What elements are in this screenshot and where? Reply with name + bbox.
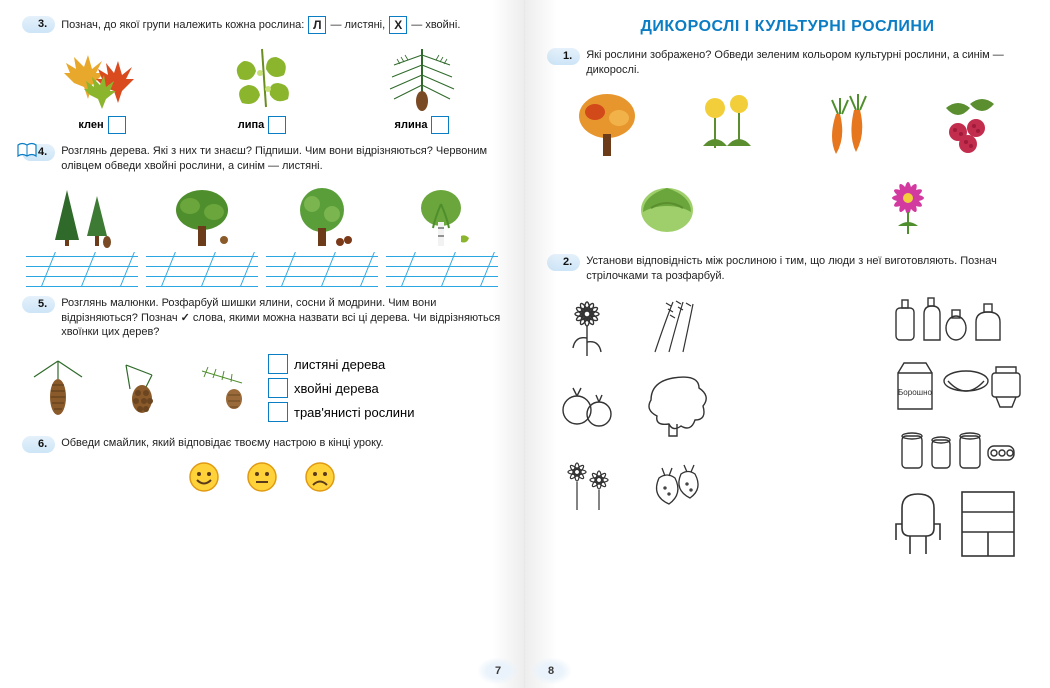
svg-text:Борошно: Борошно — [898, 388, 932, 397]
tree-birch-icon — [385, 182, 499, 248]
chamomile-icon — [547, 447, 627, 519]
option-deciduous-label: листяні дерева — [294, 357, 385, 372]
oil-bottles-icon — [795, 291, 1029, 347]
option-coniferous: хвойні дерева — [268, 378, 415, 398]
match-left-col — [547, 291, 781, 563]
task-r1: 1. Які рослини зображено? Обведи зеленим… — [547, 48, 1028, 244]
raspberry-icon — [918, 86, 1018, 162]
plant-spruce: ялина — [372, 42, 472, 134]
task-r2-text: Установи відповідність між рослиною і ти… — [586, 254, 1028, 284]
task-3: 3. Познач, до якої групи належить кожна … — [22, 16, 502, 134]
writing-slot-1[interactable] — [26, 252, 138, 286]
spruce-answer-box[interactable] — [431, 116, 449, 134]
tree-fir-icon — [26, 182, 140, 248]
maple-label: клен — [78, 119, 103, 131]
option-herbaceous: трав'янисті рослини — [268, 402, 415, 422]
maple-answer-box[interactable] — [108, 116, 126, 134]
task-4: 4. Розглянь дерева. Які з них ти знаєш? … — [22, 144, 502, 286]
task-6: 6. Обведи смайлик, який відповідає твоєм… — [22, 436, 502, 493]
option-herbaceous-checkbox[interactable] — [268, 402, 288, 422]
task-4-head: 4. Розглянь дерева. Які з них ти знаєш? … — [22, 144, 502, 174]
cones-group — [22, 355, 256, 421]
tree-oak-icon — [146, 182, 260, 248]
option-coniferous-checkbox[interactable] — [268, 378, 288, 398]
book-icon — [16, 142, 38, 160]
sunflower-icon — [547, 291, 627, 363]
tomatoes-icon — [547, 369, 627, 441]
page-number-left: 7 — [478, 658, 518, 684]
box-letter-x[interactable]: Х — [389, 16, 407, 34]
task-3-plants-row: клен — [22, 42, 502, 134]
option-coniferous-label: хвойні дерева — [294, 381, 379, 396]
carrots-icon — [798, 86, 898, 162]
option-herbaceous-label: трав'янисті рослини — [294, 405, 415, 420]
task-3-number: 3. — [22, 16, 55, 33]
writing-slot-2[interactable] — [146, 252, 258, 286]
task-6-number: 6. — [22, 436, 55, 453]
task-5-options: листяні дерева хвойні дерева трав'янисті… — [268, 350, 415, 426]
maple-leaves-icon — [52, 42, 152, 114]
task-6-head: 6. Обведи смайлик, який відповідає твоєм… — [22, 436, 502, 453]
task-r1-text: Які рослини зображено? Обведи зеленим ко… — [586, 48, 1028, 78]
page-left: 3. Познач, до якої групи належить кожна … — [0, 0, 525, 688]
spruce-cone-icon — [22, 355, 92, 421]
task-3-head: 3. Познач, до якої групи належить кожна … — [22, 16, 502, 34]
task-5-number: 5. — [22, 296, 55, 313]
plant-maple: клен — [52, 42, 152, 134]
writing-slot-3[interactable] — [266, 252, 378, 286]
oak-tree-outline-icon — [633, 369, 713, 441]
task-3-text-b: — листяні, — [330, 19, 388, 31]
workbook-spread: 3. Познач, до якої групи належить кожна … — [0, 0, 1050, 688]
strawberries-icon — [633, 447, 713, 519]
autumn-tree-icon — [557, 86, 657, 162]
page-right: ДИКОРОСЛІ І КУЛЬТУРНІ РОСЛИНИ 1. Які рос… — [525, 0, 1050, 688]
dandelion-icon — [677, 86, 777, 162]
smiley-happy-icon[interactable] — [188, 461, 220, 493]
task-r2: 2. Установи відповідність між рослиною і… — [547, 254, 1028, 564]
task-r2-match-area: Борошно — [547, 291, 1028, 563]
spruce-label: ялина — [395, 119, 428, 131]
task-4-text: Розглянь дерева. Які з них ти знаєш? Під… — [61, 144, 502, 174]
task-5: 5. Розглянь малюнки. Розфарбуй шишки яли… — [22, 296, 502, 427]
task-r1-head: 1. Які рослини зображено? Обведи зеленим… — [547, 48, 1028, 78]
smiley-sad-icon[interactable] — [304, 461, 336, 493]
task-3-text: Познач, до якої групи належить кожна рос… — [61, 16, 502, 34]
chair-shelf-icon — [795, 483, 1029, 563]
aster-icon — [858, 166, 958, 242]
task-5-text: Розглянь малюнки. Розфарбуй шишки ялини,… — [61, 296, 502, 341]
ketchup-cans-icon — [795, 425, 1029, 477]
tree-chestnut-icon — [265, 182, 379, 248]
task-r1-number: 1. — [547, 48, 580, 65]
smileys-row — [22, 461, 502, 493]
linden-branch-icon — [212, 42, 312, 114]
task-r2-number: 2. — [547, 254, 580, 271]
pine-cone-icon — [104, 355, 174, 421]
page-number-right: 8 — [531, 658, 571, 684]
option-deciduous: листяні дерева — [268, 354, 415, 374]
task-4-writing-lines — [26, 252, 498, 286]
linden-answer-box[interactable] — [268, 116, 286, 134]
linden-label: липа — [238, 119, 265, 131]
task-5-content-row: листяні дерева хвойні дерева трав'янисті… — [22, 350, 502, 426]
task-3-text-a: Познач, до якої групи належить кожна рос… — [61, 19, 307, 31]
writing-slot-4[interactable] — [386, 252, 498, 286]
plant-linden: липа — [212, 42, 312, 134]
task-5-head: 5. Розглянь малюнки. Розфарбуй шишки яли… — [22, 296, 502, 341]
check-mark-icon: ✓ — [181, 312, 190, 324]
task-3-text-c: — хвойні. — [411, 19, 460, 31]
spruce-branch-icon — [372, 42, 472, 114]
task-4-trees-row — [26, 182, 498, 248]
cabbage-icon — [617, 166, 717, 242]
larch-cone-icon — [186, 355, 256, 421]
option-deciduous-checkbox[interactable] — [268, 354, 288, 374]
flour-bread-icon: Борошно — [795, 353, 1029, 419]
task-r2-head: 2. Установи відповідність між рослиною і… — [547, 254, 1028, 284]
page-title: ДИКОРОСЛІ І КУЛЬТУРНІ РОСЛИНИ — [547, 18, 1028, 36]
box-letter-l[interactable]: Л — [308, 16, 326, 34]
smiley-neutral-icon[interactable] — [246, 461, 278, 493]
wheat-icon — [633, 291, 713, 363]
task-r1-grid — [547, 84, 1028, 244]
match-right-col: Борошно — [795, 291, 1029, 563]
task-6-text: Обведи смайлик, який відповідає твоєму н… — [61, 436, 502, 451]
